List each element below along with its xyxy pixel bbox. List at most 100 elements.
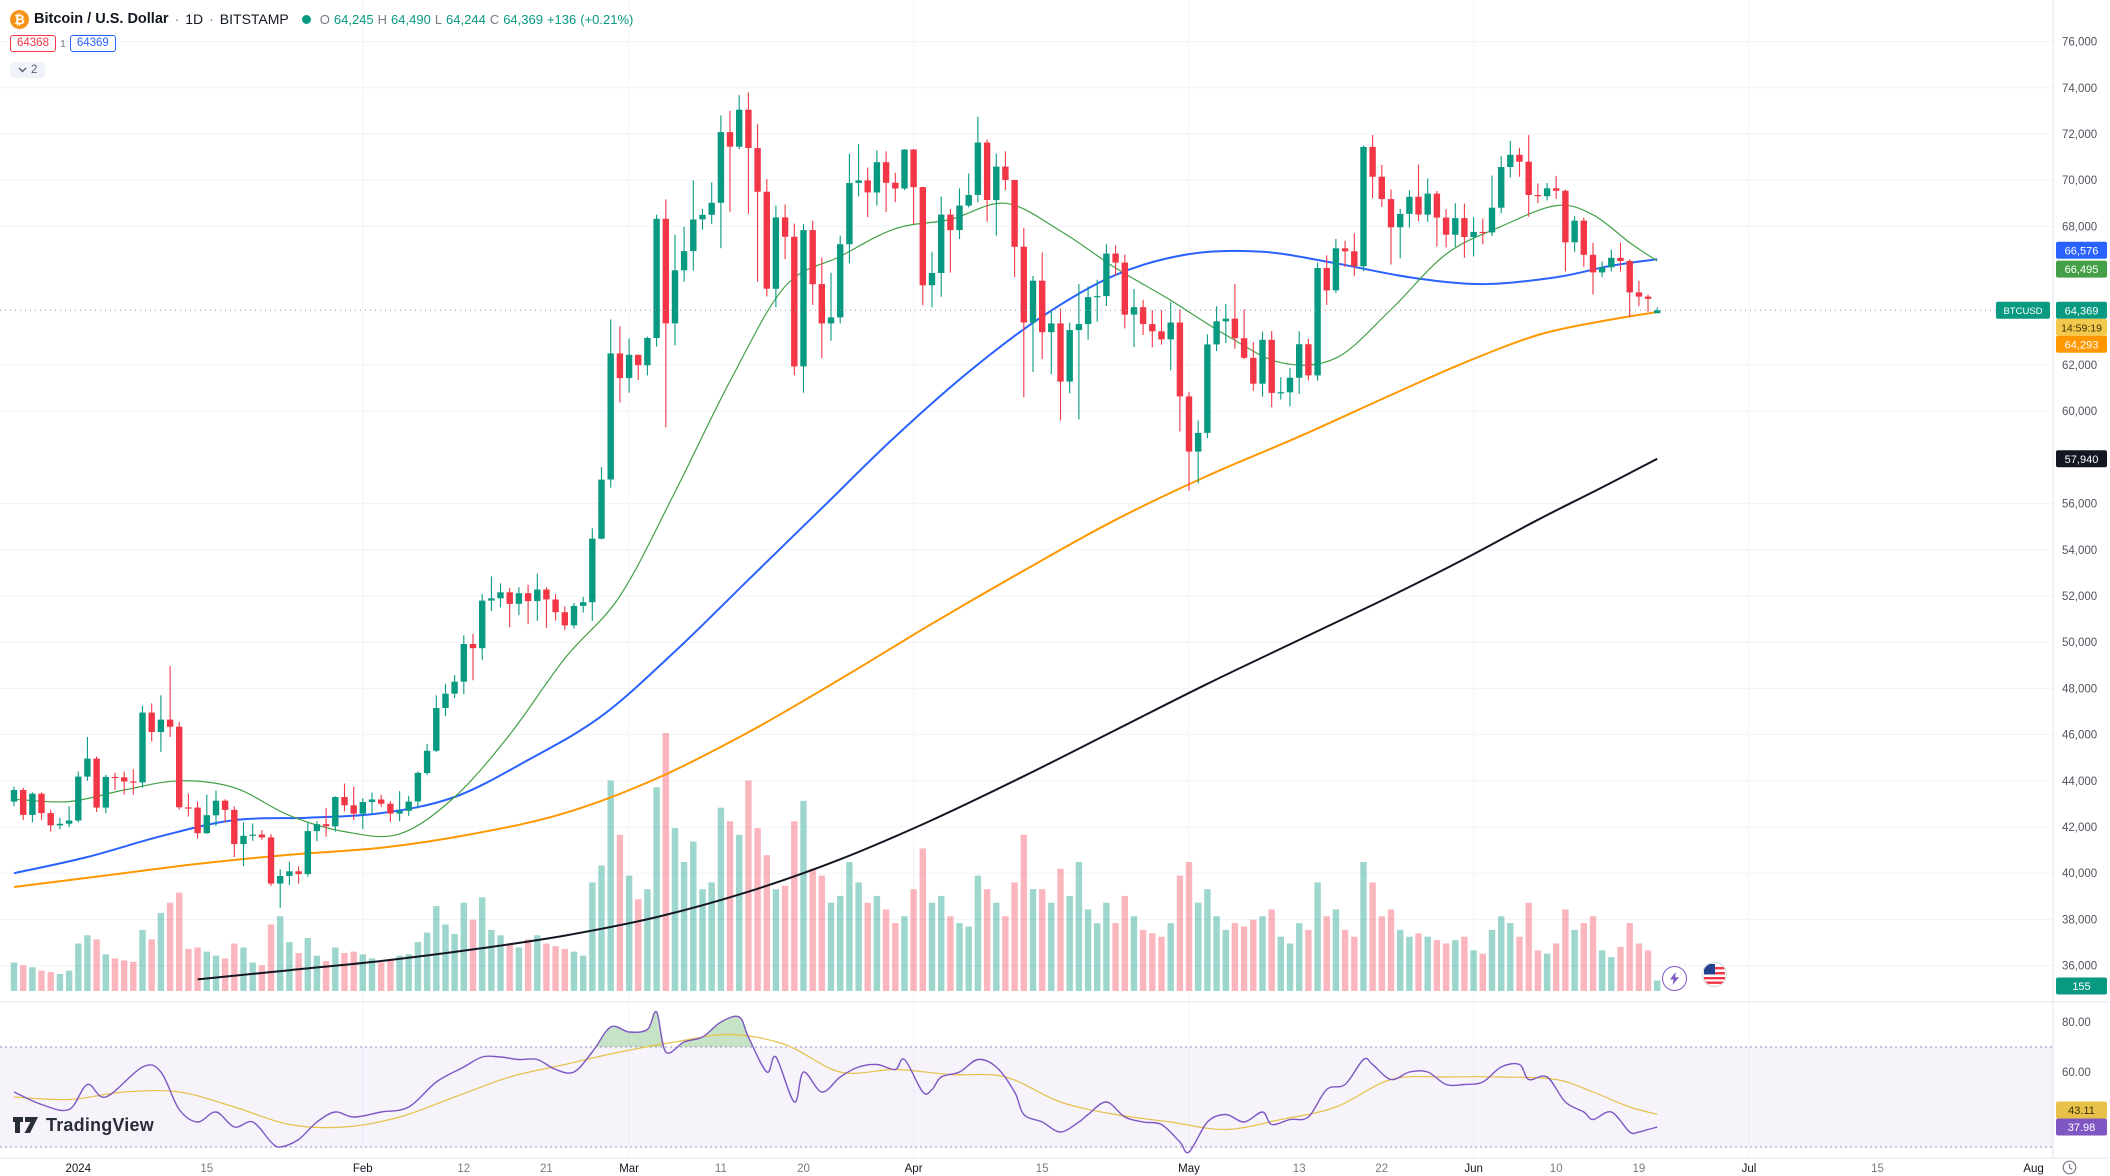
indicators-count: 2 [31,64,38,76]
svg-text:22: 22 [1375,1163,1388,1175]
ma-line-ma50 [13,249,1658,875]
svg-text:10: 10 [1550,1163,1563,1175]
lightning-bolt-icon [1670,972,1679,985]
high-label: H [377,11,388,27]
chevron-down-icon [18,67,27,73]
svg-text:66,576: 66,576 [2065,245,2099,257]
svg-text:15: 15 [200,1163,213,1175]
tradingview-logo[interactable]: TradingView [13,1114,154,1136]
svg-text:60,000: 60,000 [2062,406,2097,418]
svg-text:2024: 2024 [66,1163,92,1175]
svg-text:15: 15 [1871,1163,1884,1175]
exchange-label[interactable]: BITSTAMP [219,11,289,27]
change-percent: (+0.21%) [580,11,634,27]
open-value: 64,245 [333,11,374,27]
volume-layer [10,733,1661,991]
market-status-icon[interactable] [301,14,311,24]
svg-text:80.00: 80.00 [2062,1017,2091,1029]
svg-text:72,000: 72,000 [2062,129,2097,141]
sell-price-button[interactable]: 64368 [10,35,56,52]
svg-text:44,000: 44,000 [2062,776,2097,788]
svg-text:37.98: 37.98 [2068,1122,2096,1134]
svg-text:19: 19 [1633,1163,1646,1175]
svg-text:66,495: 66,495 [2065,264,2099,276]
separator-dot: · [174,11,180,27]
svg-text:74,000: 74,000 [2062,83,2097,95]
svg-text:14:59:19: 14:59:19 [2061,322,2102,334]
price-scale[interactable]: 76,000 74,000 72,000 70,000 68,000 62,000 60,0… [2053,0,2110,1158]
ma-line-ma100 [13,311,1658,888]
buy-price-button[interactable]: 64369 [69,35,116,52]
lightning-event-icon[interactable] [1662,966,1687,991]
svg-text:56,000: 56,000 [2062,499,2097,511]
change-value: +136 [546,11,577,27]
svg-text:52,000: 52,000 [2062,591,2097,603]
svg-text:64,293: 64,293 [2065,339,2099,351]
svg-text:70,000: 70,000 [2062,175,2097,187]
svg-text:21: 21 [540,1163,553,1175]
svg-text:13: 13 [1293,1163,1306,1175]
svg-text:11: 11 [715,1163,727,1175]
candles-layer [10,92,1661,908]
low-label: L [434,11,443,27]
svg-text:Jun: Jun [1464,1163,1483,1175]
svg-text:38,000: 38,000 [2062,914,2097,926]
separator-dot: · [209,11,214,27]
svg-text:54,000: 54,000 [2062,545,2097,557]
open-label: O [319,11,330,27]
grid-lines [0,0,2053,1158]
rsi-pane [0,1010,2053,1154]
indicators-collapse-button[interactable]: 2 [10,62,46,78]
svg-text:60.00: 60.00 [2062,1067,2091,1079]
spread-value: 1 [59,37,66,50]
svg-text:42,000: 42,000 [2062,822,2097,834]
svg-text:15: 15 [1036,1163,1049,1175]
symbol-title[interactable]: Bitcoin / U.S. Dollar [34,11,169,27]
svg-text:76,000: 76,000 [2062,37,2097,49]
close-label: C [489,11,500,27]
moving-averages-layer [13,202,1658,981]
low-value: 64,244 [446,11,486,27]
svg-text:Aug: Aug [2023,1163,2043,1175]
rsi-ma-line [13,1033,1658,1131]
rsi-line [13,1010,1658,1154]
svg-text:Mar: Mar [619,1163,639,1175]
svg-text:48,000: 48,000 [2062,683,2097,695]
svg-text:50,000: 50,000 [2062,637,2097,649]
svg-text:68,000: 68,000 [2062,221,2097,233]
svg-text:36,000: 36,000 [2062,961,2097,973]
svg-text:43.11: 43.11 [2068,1105,2095,1117]
bitcoin-icon: ₿ [10,9,29,29]
svg-text:Feb: Feb [353,1163,373,1175]
us-flag-icon [1704,964,1725,985]
close-value: 64,369 [503,11,543,27]
ma-line-ma20 [13,202,1658,838]
ohlc-readout: O 64,245 H 64,490 L 64,244 C 64,369 +136 (+0… [320,12,634,27]
svg-text:57,940: 57,940 [2065,454,2099,466]
symbol-price-label [1996,301,2050,319]
svg-text:Jul: Jul [1742,1163,1757,1175]
axis-badges: 66,576 66,495 BTCUSD 64,369 14:59:19 64,293 57… [1996,241,2107,1136]
tradingview-wordmark: TradingView [46,1114,154,1135]
svg-text:20: 20 [797,1163,810,1175]
svg-text:12: 12 [457,1163,470,1175]
svg-text:155: 155 [2072,981,2090,993]
tradingview-mark-icon [13,1117,38,1133]
chart-plot-area[interactable] [0,0,2053,1158]
high-value: 64,490 [391,11,431,27]
timezone-clock-icon[interactable] [2062,1160,2077,1176]
svg-text:62,000: 62,000 [2062,360,2097,372]
svg-text:40,000: 40,000 [2062,868,2097,880]
symbol-legend: ₿ Bitcoin / U.S. Dollar · 1D · BITSTAMP … [10,8,633,78]
svg-text:64,369: 64,369 [2065,305,2099,317]
svg-text:BTCUSD: BTCUSD [2003,306,2042,317]
svg-text:Apr: Apr [905,1163,923,1175]
svg-text:May: May [1178,1163,1200,1175]
time-scale[interactable]: 2024 15 Feb 12 21 Mar 11 20 Apr 15 May 13 22 Jun 10 19 J… [0,1158,2110,1176]
svg-text:46,000: 46,000 [2062,730,2097,742]
us-flag-event-icon[interactable] [1702,962,1727,987]
interval-label[interactable]: 1D [185,11,204,27]
ma-line-ma200 [197,457,1658,981]
